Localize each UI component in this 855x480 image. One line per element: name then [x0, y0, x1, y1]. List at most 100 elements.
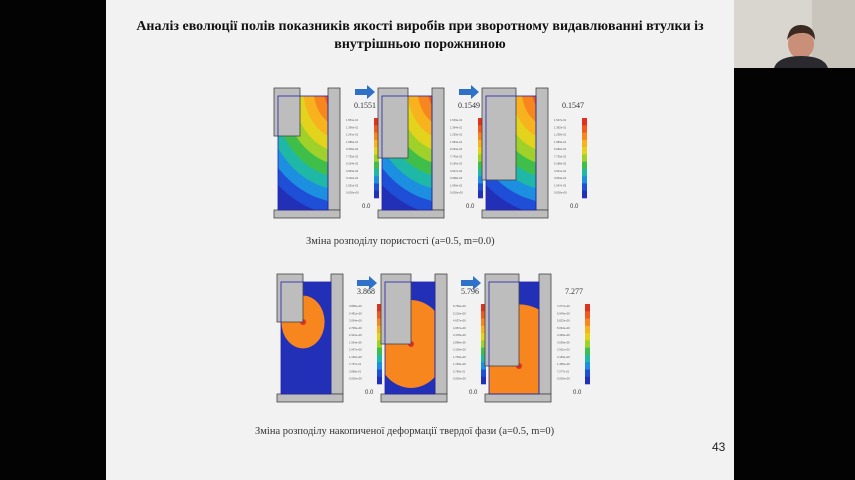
deformation-caption: Зміна розподілу накопиченої деформації т… [255, 426, 555, 437]
scale-swatch [478, 176, 483, 184]
scale-swatch [585, 304, 590, 312]
scale-tick-label: 3.094e-02 [554, 176, 567, 180]
scale-tick-label: 1.551e-02 [346, 183, 359, 187]
scale-tick-label: 1.934e+00 [349, 340, 362, 344]
scale-swatch [377, 318, 382, 327]
scale-swatch [585, 369, 590, 378]
scale-tick-label: 7.277e+00 [557, 304, 570, 308]
punch [380, 273, 412, 345]
row1-panel-1: 0.1551 1.551e-01 1.396e-01 1.241e-01 1.086e-… [273, 87, 379, 219]
scale-min-label: 0.0 [469, 390, 478, 396]
contour-band [532, 96, 536, 106]
scale-min-label: 0.0 [570, 204, 579, 210]
row2-panel-2: 5.796 5.796e+00 5.216e+00 4.637e+00 4.057e+0… [380, 273, 486, 403]
scale-swatch [374, 183, 379, 192]
scale-tick-label: 4.641e-02 [554, 169, 567, 173]
stage-arrow-icon [357, 276, 377, 290]
scale-swatch [582, 139, 587, 148]
scale-tick-label: 1.083e-01 [554, 140, 567, 144]
scale-swatch [481, 333, 486, 341]
scale-tick-label: 1.392e-01 [554, 125, 567, 129]
scale-tick-label: 7.737e-01 [349, 362, 362, 366]
scale-tick-label: 3.098e-02 [450, 176, 463, 180]
scale-tick-label: 9.294e-02 [450, 147, 463, 151]
scale-swatch [377, 304, 382, 312]
stage-arrow-icon [355, 85, 375, 99]
die-wall [327, 87, 341, 211]
scale-swatch [481, 318, 486, 327]
scale-swatch [478, 125, 483, 133]
punch [484, 273, 520, 367]
scale-tick-label: 9.282e-02 [554, 147, 567, 151]
stage-arrow-icon [461, 276, 481, 290]
scale-tick-label: 7.755e-02 [346, 154, 359, 158]
scale-tick-label: 1.547e-01 [554, 118, 567, 122]
scale-tick-label: 5.094e+00 [557, 326, 570, 330]
slide-title: Аналіз еволюції полів показників якості … [136, 19, 704, 52]
scale-swatch [582, 147, 587, 155]
scale-swatch [374, 154, 379, 162]
scale-swatch [585, 311, 590, 319]
die-wall [535, 87, 549, 211]
scale-swatch [585, 325, 590, 334]
punch [481, 87, 517, 181]
scale-tick-label: 2.911e+00 [557, 348, 570, 352]
scale-tick-label: 1.239e-01 [450, 133, 463, 137]
scale-tick-label: 1.084e-01 [450, 140, 463, 144]
die-base [273, 209, 341, 219]
contour-band [522, 96, 536, 122]
scale-swatch [481, 325, 486, 334]
scale-tick-label: 1.547e+00 [349, 348, 362, 352]
webcam-thumbnail [734, 0, 855, 68]
scale-tick-label: 4.366e+00 [557, 333, 570, 337]
scale-swatch [481, 362, 486, 370]
scale-tick-label: 2.321e+00 [349, 333, 362, 337]
scale-tick-label: 5.796e-01 [453, 369, 466, 373]
die-base [484, 393, 552, 403]
scale-swatch [374, 190, 379, 199]
row1-panel-2: 0.1549 1.549e-01 1.394e-01 1.239e-01 1.084e-… [377, 87, 483, 219]
scale-swatch [478, 190, 483, 199]
scale-swatch [478, 132, 483, 141]
scale-swatch [377, 354, 382, 363]
scale-tick-label: 6.549e+00 [557, 311, 570, 315]
scale-tick-label: 0.000e+00 [557, 377, 570, 381]
stage-arrow-icon [459, 85, 479, 99]
row2-panel-3: 7.277 7.277e+00 6.549e+00 5.822e+00 5.094e+0… [484, 273, 590, 403]
scale-swatch [582, 168, 587, 177]
die-wall [538, 273, 552, 395]
die-base [380, 393, 448, 403]
contour-band [324, 96, 328, 106]
scale-swatch [377, 311, 382, 319]
scale-swatch [481, 376, 486, 385]
die-base [481, 209, 549, 219]
porosity-caption: Зміна розподілу пористості (a=0.5, m=0.0… [306, 236, 495, 247]
scale-max-label: 5.796 [461, 287, 479, 296]
scale-tick-label: 5.796e+00 [453, 304, 466, 308]
scale-swatch [481, 369, 486, 378]
scale-tick-label: 3.868e+00 [349, 304, 362, 308]
scale-tick-label: 7.277e-01 [557, 369, 570, 373]
scale-tick-label: 7.745e-02 [450, 154, 463, 158]
die-base [276, 393, 344, 403]
scale-swatch [481, 340, 486, 348]
scale-tick-label: 1.086e-01 [346, 140, 359, 144]
scale-swatch [478, 168, 483, 177]
scale-swatch [377, 340, 382, 348]
scale-tick-label: 2.898e+00 [453, 340, 466, 344]
scale-swatch [582, 190, 587, 199]
scale-tick-label: 1.394e-01 [450, 125, 463, 129]
scale-tick-label: 3.102e-02 [346, 176, 359, 180]
scale-tick-label: 6.204e-02 [346, 162, 359, 166]
scale-max-label: 7.277 [565, 287, 583, 296]
scale-tick-label: 1.739e+00 [453, 355, 466, 359]
scale-swatch [481, 347, 486, 356]
scale-min-label: 0.0 [466, 204, 475, 210]
scale-swatch [585, 362, 590, 370]
scale-swatch [478, 139, 483, 148]
scale-max-label: 0.1551 [354, 101, 376, 110]
scale-tick-label: 1.547e-02 [554, 183, 567, 187]
scale-max-label: 3.868 [357, 287, 375, 296]
scale-swatch [374, 132, 379, 141]
